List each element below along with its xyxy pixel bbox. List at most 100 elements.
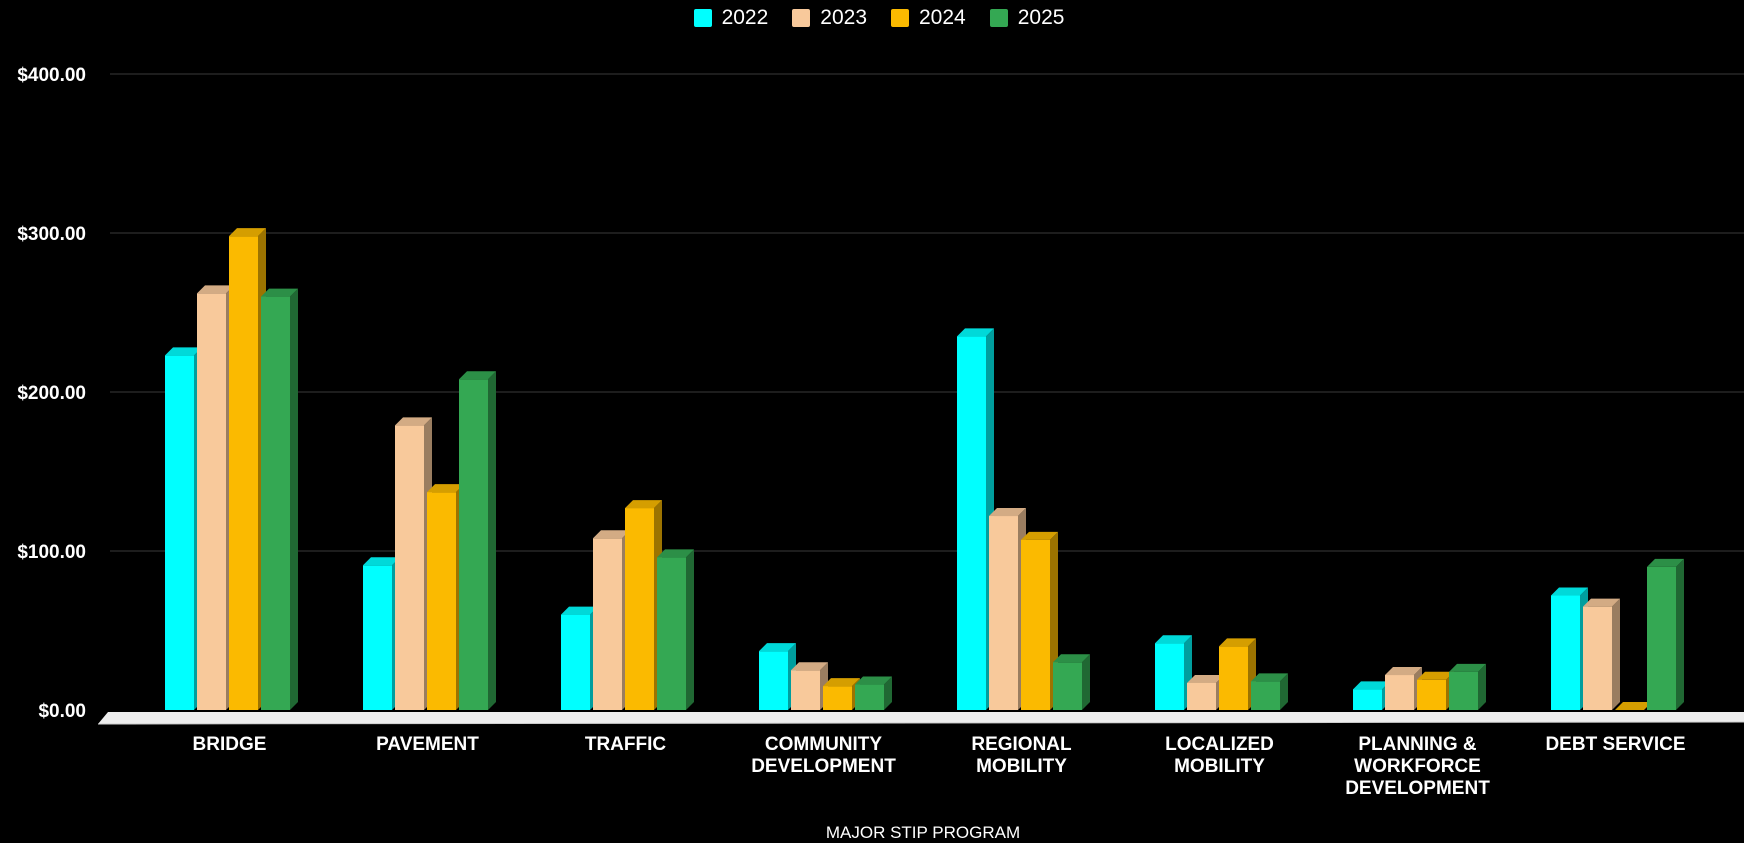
bar-2023 [395, 425, 424, 710]
bar-side-2023 [1612, 598, 1620, 710]
bar-2024 [1021, 539, 1050, 710]
bar-top-2022 [957, 328, 994, 337]
bar-top-2024 [1615, 702, 1652, 710]
bar-top-2024 [625, 500, 662, 509]
bar-2022 [363, 565, 392, 710]
legend-item-2022[interactable]: 2022 [693, 6, 769, 30]
x-tick-label: PAVEMENT [376, 734, 479, 755]
x-tick-label: DEBT SERVICE [1545, 734, 1685, 755]
x-tick-label: TRAFFIC [585, 734, 667, 755]
bar-2022 [957, 336, 986, 710]
bar-2024 [1219, 646, 1248, 710]
bar-top-2022 [363, 557, 400, 566]
legend-label-2025: 2025 [1017, 6, 1065, 29]
bar-2022 [759, 651, 788, 710]
bar-top-2025 [1449, 663, 1486, 672]
bar-2025 [855, 684, 884, 710]
bar-2025 [657, 557, 686, 710]
bar-top-2022 [759, 643, 796, 652]
legend-swatch-2022 [693, 9, 712, 27]
bar-top-2022 [1155, 635, 1192, 644]
bar-top-2025 [855, 676, 892, 685]
bar-side-2025 [1280, 673, 1288, 710]
legend-item-2025[interactable]: 2025 [989, 6, 1065, 30]
bar-side-2025 [1676, 558, 1684, 710]
bar-2023 [989, 516, 1018, 710]
bar-top-2024 [823, 678, 860, 687]
bar-top-2023 [395, 417, 432, 426]
legend-item-2023[interactable]: 2023 [792, 6, 867, 30]
bar-2023 [593, 538, 622, 710]
bar-2025 [1449, 671, 1478, 710]
bar-top-2025 [459, 371, 496, 380]
bar-top-2023 [791, 662, 828, 671]
bar-top-2025 [1053, 654, 1090, 663]
bar-2025 [261, 296, 290, 710]
bar-2025 [1053, 662, 1082, 710]
x-tick-label: PLANNING & WORKFORCE DEVELOPMENT [1345, 734, 1490, 799]
bar-2023 [1583, 606, 1612, 710]
bar-2024 [427, 492, 456, 710]
bar-top-2023 [1187, 674, 1224, 683]
bar-2023 [1187, 682, 1216, 710]
bar-top-2023 [197, 285, 234, 294]
bar-2023 [1385, 675, 1414, 710]
bar-top-2024 [1219, 638, 1256, 647]
bar-side-2025 [488, 371, 496, 710]
bar-2023 [791, 670, 820, 710]
bar-side-2025 [1478, 663, 1486, 710]
chart-floor-edge [97, 721, 1744, 725]
bar-2025 [1251, 681, 1280, 710]
bar-side-2025 [1082, 654, 1090, 710]
x-tick-label: LOCALIZED MOBILITY [1165, 734, 1274, 777]
bar-2024 [625, 508, 654, 710]
bar-top-2024 [1021, 531, 1058, 540]
x-tick-label: COMMUNITY DEVELOPMENT [751, 734, 896, 777]
chart-floor [98, 712, 1744, 724]
bar-side-2025 [884, 676, 892, 710]
bar-2022 [1353, 689, 1382, 710]
bar-top-2022 [1551, 587, 1588, 596]
y-tick-label: $0.00 [38, 701, 86, 722]
y-tick-label: $200.00 [17, 383, 86, 404]
bar-2023 [197, 293, 226, 710]
bar-top-2024 [427, 484, 464, 493]
bar-2022 [165, 355, 194, 710]
bar-2024 [1417, 679, 1446, 710]
legend-item-2024[interactable]: 2024 [891, 6, 966, 30]
bar-top-2023 [1583, 598, 1620, 607]
legend-label-2022: 2022 [721, 6, 769, 29]
legend: 2022 2023 2024 2025 [0, 6, 1744, 30]
bar-top-2025 [1251, 673, 1288, 682]
legend-label-2023: 2023 [820, 6, 867, 29]
y-tick-label: $400.00 [17, 65, 86, 86]
x-tick-label: REGIONAL MOBILITY [971, 734, 1072, 777]
bar-2024 [229, 236, 258, 710]
bar-top-2024 [1417, 671, 1454, 680]
legend-swatch-2025 [989, 9, 1008, 27]
bar-top-2025 [1647, 558, 1684, 567]
x-axis-title: MAJOR STIP PROGRAM [825, 823, 1021, 842]
bar-top-2022 [165, 347, 202, 356]
bar-2022 [1155, 643, 1184, 710]
x-tick-label: BRIDGE [193, 734, 267, 755]
legend-swatch-2023 [792, 9, 811, 27]
bar-top-2023 [1385, 667, 1422, 676]
y-tick-label: $100.00 [17, 542, 86, 563]
bar-top-2022 [1353, 681, 1390, 690]
bar-top-2024 [229, 228, 266, 237]
y-tick-label: $300.00 [17, 224, 86, 245]
legend-label-2024: 2024 [919, 6, 966, 29]
bar-top-2023 [593, 530, 630, 539]
bar-side-2025 [686, 549, 694, 710]
bar-top-2023 [989, 508, 1026, 517]
bar-2024 [823, 686, 852, 710]
bar-2025 [1647, 566, 1676, 710]
bar-2025 [459, 379, 488, 710]
bar-top-2025 [261, 288, 298, 297]
bar-2022 [561, 614, 590, 710]
bar-top-2022 [561, 606, 598, 615]
bar-2022 [1551, 595, 1580, 710]
legend-swatch-2024 [891, 9, 909, 27]
